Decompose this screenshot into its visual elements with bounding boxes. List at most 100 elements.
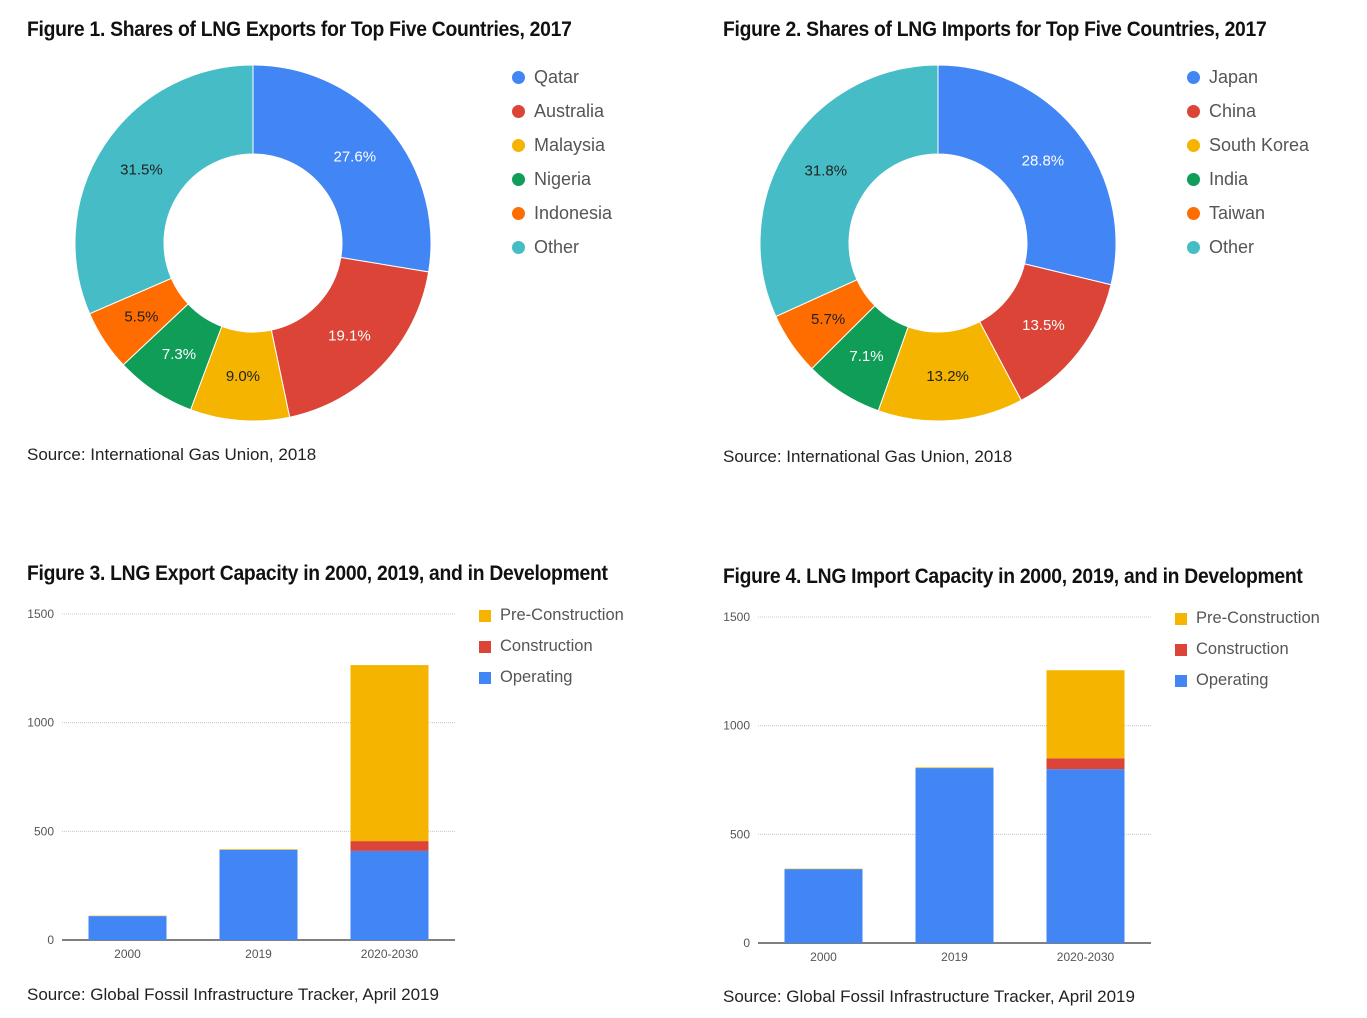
donut-slice-other — [74, 64, 254, 315]
legend-dot-icon — [1187, 240, 1200, 254]
slice-label-taiwan: 5.7% — [811, 311, 845, 328]
slice-label-qatar: 27.6% — [334, 149, 377, 166]
figure-3-title: Figure 3. LNG Export Capacity in 2000, 2… — [27, 562, 608, 585]
bar-construction-2020-2030 — [350, 841, 429, 851]
y-tick-label: 0 — [743, 936, 750, 950]
donut-slice-qatar — [252, 64, 432, 273]
slice-label-japan: 28.8% — [1022, 152, 1065, 169]
figure-3-source: Source: Global Fossil Infrastructure Tra… — [27, 985, 439, 1004]
y-tick-label: 0 — [47, 933, 54, 947]
legend-dot-icon — [1187, 70, 1200, 84]
legend-label: Nigeria — [534, 168, 592, 189]
slice-label-china: 13.5% — [1022, 317, 1065, 334]
legend-dot-icon — [1187, 104, 1200, 118]
bar-construction-2020-2030 — [1046, 758, 1125, 770]
bar-operating-2020-2030 — [350, 850, 429, 940]
legend-label: Taiwan — [1209, 202, 1266, 223]
figure-1-legend: Qatar Australia Malaysia Nigeria Indonesia Ot… — [512, 60, 612, 264]
legend-item: Japan — [1187, 60, 1309, 94]
legend-label: Indonesia — [534, 202, 613, 223]
y-tick-label: 1500 — [27, 607, 54, 621]
legend-label: India — [1209, 168, 1249, 189]
legend-label: Construction — [500, 637, 593, 655]
legend-label: Malaysia — [534, 134, 606, 155]
legend-item: Pre-Construction — [479, 600, 624, 631]
legend-swatch-icon — [479, 609, 491, 622]
y-tick-label: 1500 — [723, 610, 750, 624]
legend-item: South Korea — [1187, 128, 1309, 162]
legend-label: Australia — [534, 100, 605, 121]
legend-label: Operating — [1196, 671, 1269, 689]
x-tick-label: 2000 — [114, 947, 141, 961]
legend-item: Operating — [1175, 665, 1320, 696]
legend-dot-icon — [512, 172, 525, 186]
legend-swatch-icon — [1175, 674, 1187, 687]
legend-swatch-icon — [479, 671, 491, 684]
legend-label: Pre-Construction — [500, 606, 624, 624]
legend-label: Qatar — [534, 66, 580, 87]
legend-label: Operating — [500, 668, 573, 686]
legend-item: Other — [1187, 230, 1309, 264]
donut-slice-other — [759, 64, 939, 318]
figure-2-title: Figure 2. Shares of LNG Imports for Top … — [723, 18, 1267, 41]
legend-item: Construction — [479, 631, 624, 662]
legend-label: China — [1209, 100, 1257, 121]
x-tick-label: 2020-2030 — [361, 947, 419, 961]
slice-label-malaysia: 9.0% — [226, 368, 260, 385]
legend-item: Pre-Construction — [1175, 603, 1320, 634]
slice-label-indonesia: 5.5% — [124, 308, 158, 325]
legend-label: Other — [534, 236, 580, 257]
y-tick-label: 1000 — [27, 716, 54, 730]
slice-label-nigeria: 7.3% — [162, 346, 196, 363]
legend-dot-icon — [1187, 172, 1200, 186]
figure-2-legend: Japan China South Korea India Taiwan Other — [1187, 60, 1309, 264]
legend-item: Qatar — [512, 60, 612, 94]
x-tick-label: 2019 — [245, 947, 272, 961]
legend-label: Pre-Construction — [1196, 609, 1320, 627]
figure-3-legend: Pre-Construction Construction Operating — [479, 600, 624, 693]
y-tick-label: 500 — [730, 827, 750, 841]
figure-1-title: Figure 1. Shares of LNG Exports for Top … — [27, 18, 572, 41]
legend-swatch-icon — [1175, 612, 1187, 625]
legend-item: Other — [512, 230, 612, 264]
x-tick-label: 2019 — [941, 950, 968, 964]
x-tick-label: 2020-2030 — [1057, 950, 1115, 964]
bar-operating-2019 — [915, 768, 994, 943]
bar-operating-2000 — [784, 869, 863, 943]
legend-dot-icon — [512, 240, 525, 254]
slice-label-other: 31.5% — [120, 162, 163, 179]
legend-dot-icon — [512, 138, 525, 152]
bar-pre-construction-2019 — [219, 849, 298, 850]
x-tick-label: 2000 — [810, 950, 837, 964]
figure-1-donut-chart: 27.6% 19.1% 9.0% 7.3% 5.5% 31.5% — [74, 64, 432, 422]
y-tick-label: 500 — [34, 824, 54, 838]
figure-2-donut-chart: 28.8% 13.5% 13.2% 7.1% 5.7% 31.8% — [759, 64, 1117, 422]
bar-operating-2020-2030 — [1046, 769, 1125, 943]
legend-dot-icon — [1187, 206, 1200, 220]
figure-4-legend: Pre-Construction Construction Operating — [1175, 603, 1320, 696]
legend-item: Taiwan — [1187, 196, 1309, 230]
figure-2-source: Source: International Gas Union, 2018 — [723, 447, 1013, 466]
legend-label: South Korea — [1209, 134, 1310, 155]
legend-label: Japan — [1209, 66, 1259, 87]
legend-item: Australia — [512, 94, 612, 128]
donut-slice-australia — [270, 256, 430, 418]
legend-swatch-icon — [1175, 643, 1187, 656]
figure-4-title: Figure 4. LNG Import Capacity in 2000, 2… — [723, 565, 1303, 588]
bar-operating-2019 — [219, 849, 298, 940]
y-tick-label: 1000 — [723, 719, 750, 733]
legend-item: Nigeria — [512, 162, 612, 196]
bar-pre-construction-2019 — [915, 767, 994, 769]
figure-4-bar-chart: 0 500 1000 1500 2000 2019 2020-2030 — [723, 610, 1151, 964]
figure-3-bar-chart: 0 500 1000 1500 2000 2019 2020-2030 — [27, 607, 455, 961]
legend-swatch-icon — [479, 640, 491, 653]
donut-slice-japan — [937, 64, 1117, 286]
legend-label: Other — [1209, 236, 1255, 257]
legend-item: Indonesia — [512, 196, 612, 230]
slice-label-india: 7.1% — [849, 348, 883, 365]
legend-item: Operating — [479, 662, 624, 693]
legend-item: India — [1187, 162, 1309, 196]
slice-label-other: 31.8% — [805, 163, 848, 180]
legend-item: Malaysia — [512, 128, 612, 162]
legend-dot-icon — [512, 70, 525, 84]
